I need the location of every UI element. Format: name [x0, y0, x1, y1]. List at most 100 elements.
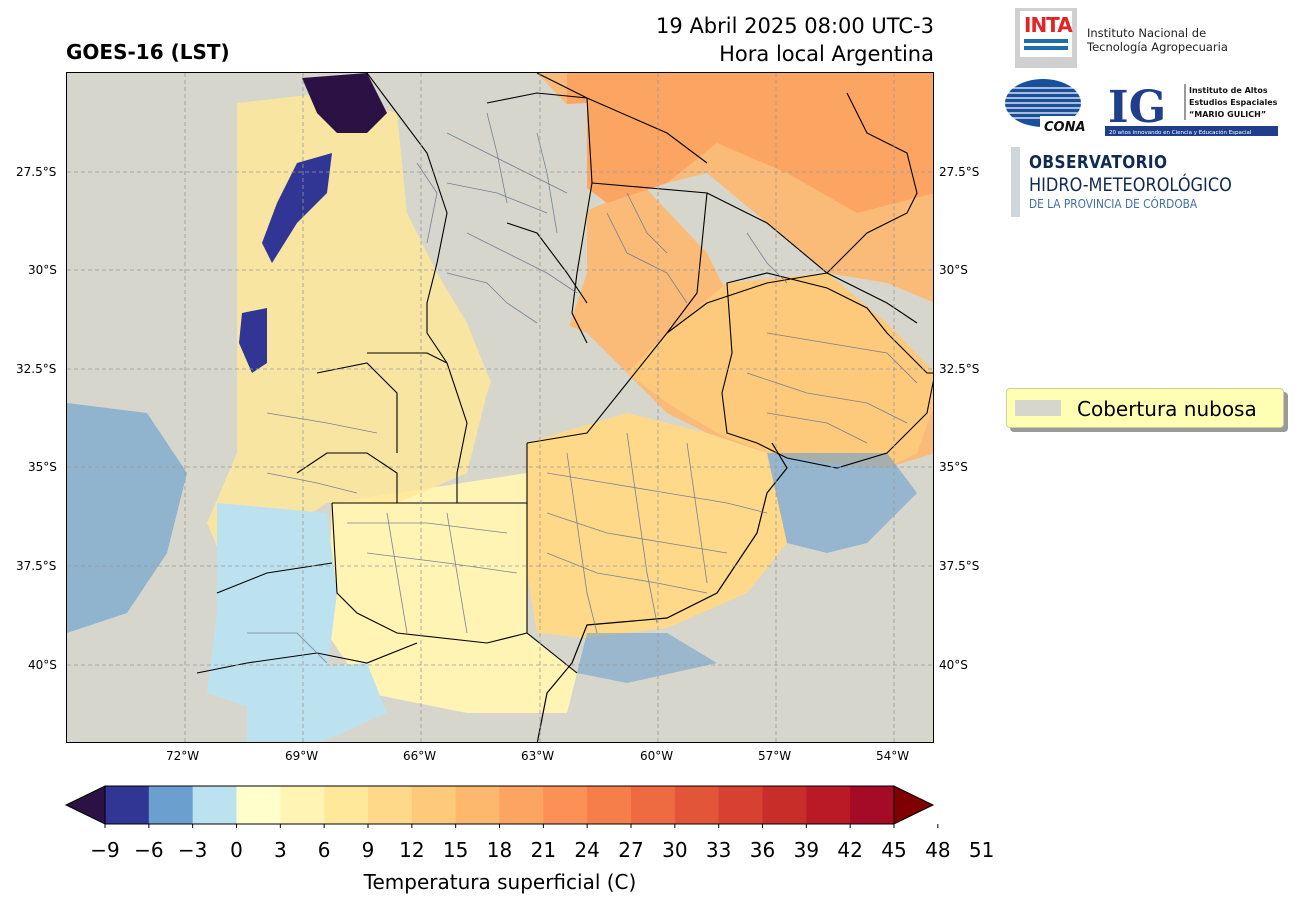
cold-region-chile — [67, 403, 187, 633]
legend-label: Cobertura nubosa — [1077, 397, 1257, 421]
lat-label-right-3: 32.5°S — [939, 362, 980, 376]
colorbar-tick-label: 18 — [486, 838, 513, 862]
inta-name-line1: Instituto Nacional de — [1087, 26, 1207, 40]
lon-label-72: 72°W — [166, 749, 200, 763]
colorbar-bin — [236, 786, 281, 824]
colorbar-bin — [631, 786, 676, 824]
temperature-colorbar — [64, 785, 939, 828]
graticule — [67, 73, 933, 742]
cold-region-sea-south — [577, 633, 717, 683]
cold-region-patagonia — [207, 503, 337, 713]
ig-letters: IG — [1108, 82, 1166, 133]
colorbar-bin — [674, 786, 720, 824]
colorbar-tick-label: 3 — [273, 838, 287, 862]
colorbar-bin — [192, 786, 237, 824]
lat-label-right-6: 40°S — [939, 658, 968, 672]
conae-logo: CONAE — [1005, 79, 1086, 135]
colorbar-tick-label: 36 — [749, 838, 776, 862]
colorbar-tick-label: 24 — [574, 838, 600, 862]
warm-region-uruguay — [627, 273, 933, 468]
cold-region-south — [247, 663, 387, 742]
observatorio-line3: DE LA PROVINCIA DE CÓRDOBA — [1029, 197, 1198, 211]
colorbar-tick-label: 27 — [618, 838, 644, 862]
colorbar-bin — [280, 786, 325, 824]
colorbar-under-extension — [64, 785, 106, 825]
pale-region-pampa — [327, 473, 577, 713]
lat-label-left-6: 40°S — [28, 658, 57, 672]
lat-label-left-5: 37.5°S — [16, 559, 57, 573]
colorbar-tick-label: 39 — [793, 838, 820, 862]
ig-logo: IG Instituto de Altos Estudios Espaciale… — [1105, 78, 1278, 136]
colorbar-bin — [148, 786, 194, 824]
department-borders — [247, 112, 918, 664]
colorbar-tick-label: 0 — [230, 838, 243, 862]
colorbar-tick-label: 42 — [837, 838, 863, 862]
colorbar-label: Temperatura superficial (C) — [363, 870, 637, 894]
coastline — [536, 442, 788, 742]
observatorio-line2: HIDRO-METEOROLÓGICO — [1029, 174, 1232, 196]
colorbar-bin — [543, 786, 588, 824]
ig-line2: Estudios Espaciales — [1189, 98, 1278, 107]
lon-label-63: 63°W — [521, 749, 555, 763]
datetime-title: 19 Abril 2025 08:00 UTC-3 Hora local Arg… — [656, 12, 934, 68]
lon-label-69: 69°W — [285, 749, 319, 763]
product-title: GOES-16 (LST) — [66, 40, 230, 64]
ig-footer: 20 años innovando en Ciencia y Educación… — [1109, 129, 1252, 136]
lon-label-54: 54°W — [876, 749, 910, 763]
inta-name-line2: Tecnología Agropecuaria — [1087, 40, 1228, 54]
cloud-region-center — [397, 103, 587, 413]
colorbar-tick-label: −9 — [90, 838, 120, 862]
province-borders — [196, 73, 933, 674]
colorbar-tick-label: 33 — [705, 838, 732, 862]
local-time-note: Hora local Argentina — [719, 42, 934, 66]
inta-logo: INTA — [1015, 8, 1077, 68]
lon-label-66: 66°W — [403, 749, 437, 763]
colorbar-bin — [499, 786, 544, 824]
colorbar-tick-label: 21 — [530, 838, 557, 862]
colorbar-ticks: −9 −6 −3 0 3 6 9 12 15 18 21 24 27 30 33 36 39 42 45 48 51 — [0, 838, 1301, 866]
colorbar-bin — [762, 786, 807, 824]
lat-label-right-5: 37.5°S — [939, 559, 980, 573]
lat-label-left-2: 30°S — [28, 263, 57, 277]
colorbar-bin — [587, 786, 632, 824]
colorbar-tick-label: 12 — [399, 838, 425, 862]
lat-label-left-4: 35°S — [28, 460, 57, 474]
colorbar-over-extension — [893, 785, 935, 825]
colorbar-bin — [455, 786, 500, 824]
colorbar-tick-label: 9 — [361, 838, 375, 862]
colorbar-bin — [105, 786, 150, 824]
warm-region-buenos-aires — [527, 413, 787, 638]
cold-region-atlantic — [767, 453, 917, 553]
colorbar-tick-label: 30 — [662, 838, 688, 862]
lon-label-57: 57°W — [758, 749, 792, 763]
inta-wordmark: INTA — [1024, 13, 1073, 37]
ig-line3: “MARIO GULICH” — [1189, 110, 1266, 119]
very-cold-andes — [302, 73, 387, 133]
very-cold-andes-3 — [239, 308, 267, 373]
cloud-cover-legend: Cobertura nubosa — [1006, 388, 1284, 428]
observatorio-accent-bar — [1011, 147, 1020, 217]
colorbar-bin — [850, 786, 895, 824]
lat-label-right-4: 35°S — [939, 460, 968, 474]
conae-wordmark: CONAE — [1044, 120, 1086, 135]
datetime-text: 19 Abril 2025 08:00 UTC-3 — [656, 14, 934, 38]
observatorio-line1: OBSERVATORIO — [1029, 152, 1168, 173]
colorbar-tick-label: 45 — [881, 838, 907, 862]
lat-label-right-2: 30°S — [939, 263, 968, 277]
colorbar-tick-label: 15 — [442, 838, 469, 862]
lat-label-left-3: 32.5°S — [16, 362, 57, 376]
colorbar-tick-label: 6 — [317, 838, 331, 862]
lat-label-right-1: 27.5°S — [939, 165, 980, 179]
map-panel — [66, 72, 934, 743]
colorbar-bin — [806, 786, 851, 824]
lon-label-60: 60°W — [640, 749, 674, 763]
colorbar-bin — [411, 786, 457, 824]
colorbar-bin — [718, 786, 763, 824]
colorbar-bin — [368, 786, 413, 824]
very-cold-andes-2 — [262, 153, 332, 263]
legend-swatch — [1015, 400, 1061, 416]
orange-region-north — [567, 73, 933, 213]
ig-line1: Instituto de Altos — [1189, 86, 1268, 95]
colorbar-tick-label: 48 — [925, 838, 951, 862]
inta-name: Instituto Nacional de Tecnología Agropec… — [1087, 26, 1228, 54]
